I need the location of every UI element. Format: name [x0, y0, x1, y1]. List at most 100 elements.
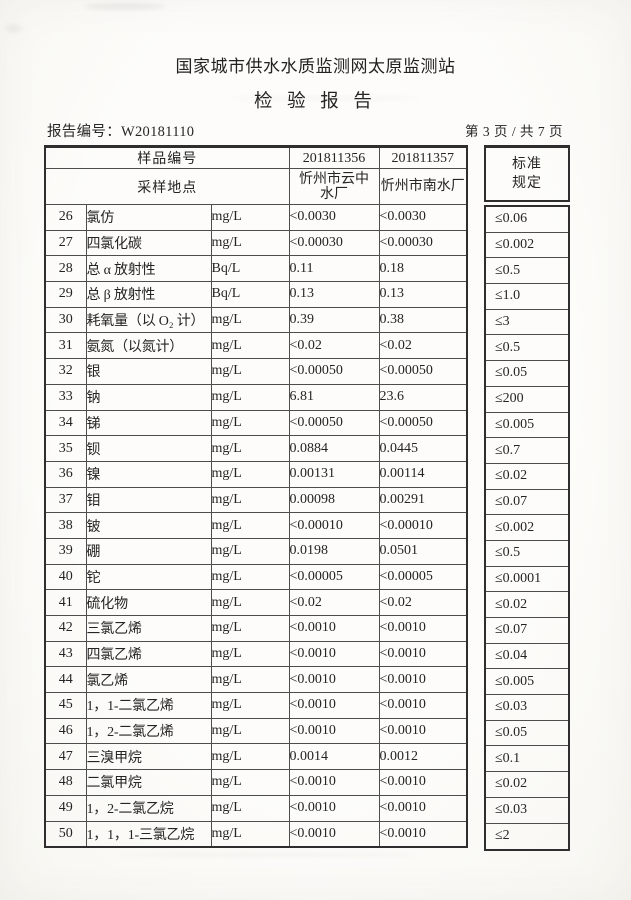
- sample2-value: <0.0010: [378, 666, 468, 694]
- sample1-value: <0.0010: [288, 615, 380, 642]
- standard-limit: ≤0.06: [486, 207, 568, 233]
- sample2-value: <0.0030: [378, 204, 468, 231]
- parameter-unit: mg/L: [210, 692, 290, 719]
- parameter-name: 四氯乙烯: [85, 640, 212, 668]
- table-row: 26 氯仿 mg/L <0.0030 <0.0030: [44, 204, 468, 231]
- row-number: 48: [44, 769, 87, 796]
- sample1-value: <0.02: [288, 332, 380, 360]
- sample1-value: 0.00098: [288, 486, 380, 514]
- sample1-value: <0.0010: [288, 820, 380, 848]
- parameter-name: 1，2-二氯乙烷: [85, 794, 212, 822]
- sample2-value: <0.02: [378, 332, 468, 360]
- standard-limit: ≤0.002: [486, 233, 568, 259]
- table-row: 38 铍 mg/L <0.00010 <0.00010: [44, 512, 468, 539]
- parameter-name: 三溴甲烷: [85, 743, 212, 771]
- parameter-name: 锑: [85, 409, 212, 437]
- parameter-unit: mg/L: [210, 743, 290, 771]
- report-number-label: 报告编号：: [47, 124, 121, 140]
- parameter-name: 氯仿: [85, 204, 212, 231]
- results-table: 样品编号 201811356 201811357 采样地点 忻州市云中 水厂 忻…: [44, 145, 468, 849]
- parameter-name: 1，1-二氯乙烯: [85, 692, 212, 719]
- standard-limit: ≤1.0: [486, 284, 568, 310]
- standard-limit: ≤0.005: [486, 413, 568, 439]
- sample1-value: <0.0010: [288, 692, 380, 719]
- parameter-unit: mg/L: [210, 717, 290, 745]
- sampling-site-row: 采样地点 忻州市云中 水厂 忻州市南水厂: [44, 168, 468, 205]
- standard-limit: ≤0.02: [486, 592, 568, 618]
- standard-limit: ≤0.07: [486, 618, 568, 644]
- sample2-value: 0.0012: [378, 743, 468, 771]
- table-row: 43 四氯乙烯 mg/L <0.0010 <0.0010: [44, 640, 468, 668]
- sample2-value: 0.13: [378, 281, 468, 308]
- standard-limit: ≤0.0001: [486, 567, 568, 593]
- table-row: 44 氯乙烯 mg/L <0.0010 <0.0010: [44, 666, 468, 694]
- standard-limit: ≤0.1: [486, 746, 568, 773]
- standard-limit: ≤0.03: [486, 695, 568, 721]
- parameter-unit: mg/L: [210, 306, 290, 334]
- row-number: 50: [44, 820, 87, 848]
- scan-smudge: [85, 3, 165, 10]
- sampling-site-2: 忻州市南水厂: [378, 168, 468, 205]
- sample1-value: <0.00005: [288, 563, 380, 591]
- parameter-unit: mg/L: [210, 358, 290, 385]
- table-row: 34 锑 mg/L <0.00050 <0.00050: [44, 409, 468, 437]
- table-row: 48 二氯甲烷 mg/L <0.0010 <0.0010: [44, 769, 468, 796]
- parameter-name: 三氯乙烯: [85, 615, 212, 642]
- sample1-value: <0.0010: [288, 666, 380, 694]
- parameter-unit: mg/L: [210, 537, 290, 565]
- parameter-unit: mg/L: [210, 589, 290, 616]
- row-number: 27: [44, 229, 87, 257]
- sample1-value: 6.81: [288, 383, 380, 411]
- sample2-value: <0.0010: [378, 769, 468, 796]
- table-row: 49 1，2-二氯乙烷 mg/L <0.0010 <0.0010: [44, 794, 468, 822]
- parameter-unit: mg/L: [210, 640, 290, 668]
- sample1-value: 0.0014: [288, 743, 380, 771]
- parameter-unit: mg/L: [210, 229, 290, 257]
- sample1-value: 0.11: [288, 255, 380, 283]
- standard-limit: ≤0.7: [486, 438, 568, 464]
- report-number-value: W20181110: [121, 124, 195, 140]
- sample2-value: <0.0010: [378, 640, 468, 668]
- table-row: 28 总 α 放射性 Bq/L 0.11 0.18: [44, 255, 468, 283]
- sample-number-1: 201811356: [288, 146, 380, 169]
- row-number: 40: [44, 563, 87, 591]
- sample1-value: 0.13: [288, 281, 380, 308]
- sample1-value: 0.0884: [288, 435, 380, 462]
- row-number: 34: [44, 409, 87, 437]
- table-row: 27 四氯化碳 mg/L <0.00030 <0.00030: [44, 229, 468, 257]
- sample2-value: <0.00005: [378, 563, 468, 591]
- row-number: 35: [44, 435, 87, 462]
- parameter-name: 铊: [85, 563, 212, 591]
- parameter-unit: mg/L: [210, 769, 290, 796]
- row-number: 28: [44, 255, 87, 283]
- standard-header: 标准 规定: [484, 145, 570, 202]
- parameter-unit: mg/L: [210, 615, 290, 642]
- standard-limit: ≤0.05: [486, 721, 568, 747]
- sample2-value: 0.0501: [378, 537, 468, 565]
- sample2-value: <0.0010: [378, 692, 468, 719]
- parameter-unit: mg/L: [210, 794, 290, 822]
- sample2-value: <0.00050: [378, 358, 468, 385]
- parameter-unit: mg/L: [210, 820, 290, 848]
- report-number: 报告编号：W20181110: [47, 120, 194, 141]
- standard-limit: ≤0.02: [486, 464, 568, 490]
- standard-limit: ≤0.5: [486, 541, 568, 567]
- row-number: 44: [44, 666, 87, 694]
- sample2-value: <0.0010: [378, 820, 468, 848]
- row-number: 30: [44, 306, 87, 334]
- scan-smudge: [120, 852, 420, 857]
- report-title: 检 验 报 告: [254, 92, 377, 112]
- table-row: 41 硫化物 mg/L <0.02 <0.02: [44, 589, 468, 616]
- row-number: 26: [44, 204, 87, 231]
- table-row: 36 镍 mg/L 0.00131 0.00114: [44, 460, 468, 488]
- table-row: 30 耗氧量（以 O₂ 计） mg/L 0.39 0.38: [44, 306, 468, 334]
- sample1-value: <0.00050: [288, 409, 380, 437]
- parameter-unit: mg/L: [210, 512, 290, 539]
- sample2-value: <0.0010: [378, 717, 468, 745]
- sample1-value: <0.00050: [288, 358, 380, 385]
- row-number: 41: [44, 589, 87, 616]
- page-indicator: 第 3 页 / 共 7 页: [464, 124, 563, 139]
- table-row: 32 银 mg/L <0.00050 <0.00050: [44, 358, 468, 385]
- standard-limit: ≤0.5: [486, 335, 568, 362]
- row-number: 31: [44, 332, 87, 360]
